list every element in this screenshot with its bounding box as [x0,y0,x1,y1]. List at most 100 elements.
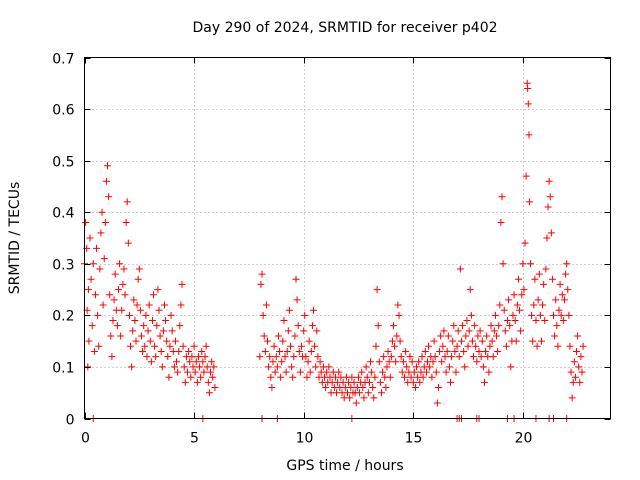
data-point [285,306,293,314]
data-point [444,332,452,340]
y-tick-label: 0.2 [52,309,74,325]
data-point [567,368,575,376]
data-point [463,317,471,325]
data-point [436,347,444,355]
data-point [117,332,125,340]
data-point [277,373,285,381]
data-point [256,353,264,361]
data-point [122,219,130,227]
data-point [139,347,147,355]
data-point [96,265,104,273]
data-point [157,347,165,355]
data-point [527,260,535,268]
data-point [393,332,401,340]
data-point [409,378,417,386]
data-point [411,384,419,392]
data-point [107,332,115,340]
data-point [387,353,395,361]
data-point [478,337,486,345]
data-point [470,353,478,361]
data-point [530,301,538,309]
data-point [279,337,287,345]
data-point [503,317,511,325]
data-point [510,291,518,299]
data-point [434,384,442,392]
data-point [273,363,281,371]
data-point [416,378,424,386]
data-point [386,373,394,381]
data-point [167,311,175,319]
data-point [397,353,405,361]
data-point [211,384,219,392]
data-point [308,322,316,330]
data-point [151,342,159,350]
data-point [189,363,197,371]
data-point [205,389,213,397]
data-point [93,244,101,252]
data-point [544,203,552,211]
data-point [312,363,320,371]
data-point [407,373,415,381]
data-point [128,363,136,371]
data-point [132,337,140,345]
data-point [403,363,411,371]
data-point [479,363,487,371]
data-point [502,342,510,350]
data-point [262,301,270,309]
data-point [443,347,451,355]
chart-title: Day 290 of 2024, SRMTID for receiver p40… [192,20,497,36]
data-point [576,378,584,386]
data-point [282,368,290,376]
data-point [445,363,453,371]
data-point [509,311,517,319]
data-point [288,363,296,371]
data-point [347,384,355,392]
data-point [297,342,305,350]
data-point [358,368,366,376]
data-point [305,337,313,345]
data-point [557,311,565,319]
data-point [501,327,509,335]
data-point [413,363,421,371]
data-point [518,291,526,299]
data-point [499,260,507,268]
y-tick-label: 0.7 [52,52,74,68]
data-point [365,378,373,386]
data-point [352,399,360,407]
data-point [498,193,506,201]
data-point [472,342,480,350]
data-point [402,347,410,355]
data-point [153,322,161,330]
data-point [493,332,501,340]
data-point [577,353,585,361]
data-point [476,327,484,335]
data-point [177,301,185,309]
data-point [565,311,573,319]
data-point [168,327,176,335]
data-point [460,347,468,355]
data-point [119,280,127,288]
data-point [155,306,163,314]
x-tick-label: 15 [405,431,423,447]
data-point [170,363,178,371]
data-point [281,353,289,361]
data-point [392,358,400,366]
data-point [418,353,426,361]
data-point [360,394,368,402]
data-point [100,255,108,263]
data-point [546,193,554,201]
data-point [539,301,547,309]
data-point [551,332,559,340]
data-point [474,332,482,340]
data-point [398,368,406,376]
data-point [264,337,272,345]
data-point [356,389,364,397]
data-point [108,353,116,361]
data-point [111,270,119,278]
data-point [531,275,539,283]
data-point [374,322,382,330]
data-point [475,347,483,355]
data-point [545,177,553,185]
data-point [369,384,377,392]
